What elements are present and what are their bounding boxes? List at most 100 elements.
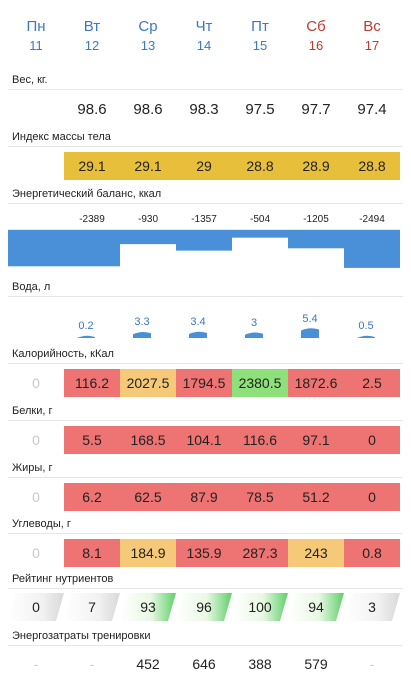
carbs-value: 0.8 — [344, 539, 400, 567]
water-value: 3 — [250, 316, 258, 329]
bmi-row: 29.1 29.1 29 28.8 28.9 28.8 — [8, 152, 400, 180]
weight-row: 98.6 98.6 98.3 97.5 97.7 97.4 — [8, 95, 400, 123]
energy-bar — [344, 230, 400, 268]
bmi-value: 29.1 — [120, 152, 176, 180]
calories-value: 2027.5 — [120, 369, 176, 397]
divider — [8, 203, 403, 204]
calories-label: Калорийность, кКал — [12, 348, 114, 360]
protein-value: 5.5 — [64, 426, 120, 454]
calories-value: 1872.6 — [288, 369, 344, 397]
carbs-value: 135.9 — [176, 539, 232, 567]
energy-bars — [8, 230, 400, 268]
energy-bar — [288, 230, 344, 249]
calories-value: 1794.5 — [176, 369, 232, 397]
fat-value: 0 — [32, 489, 40, 505]
water-label: Вода, л — [12, 281, 51, 293]
water-bar — [245, 332, 263, 338]
training-value: - — [369, 656, 375, 672]
energy-value: -1357 — [191, 213, 217, 225]
rating-cell-bg — [176, 593, 232, 621]
divider — [8, 363, 403, 364]
training-value: - — [89, 656, 95, 672]
protein-value: 168.5 — [120, 426, 176, 454]
rating-label: Рейтинг нутриентов — [12, 573, 114, 585]
day-header: Пн 11 Вт 12 Ср 13 Чт 14 Пт 15 Сб 16 Вс 17 — [0, 18, 411, 58]
day-column-sat[interactable]: Сб 16 — [288, 18, 344, 54]
protein-value: 0 — [344, 426, 400, 454]
weight-value: 98.6 — [77, 100, 107, 118]
energy-bar — [176, 230, 232, 251]
calories-value: 116.2 — [64, 369, 120, 397]
day-date: 17 — [364, 38, 380, 53]
fat-value: 87.9 — [176, 483, 232, 511]
fat-label: Жиры, г — [12, 462, 53, 474]
rating-cell-bg — [8, 593, 64, 621]
energy-bar — [120, 230, 176, 245]
fat-value: 0 — [344, 483, 400, 511]
day-date: 15 — [252, 38, 268, 53]
day-date: 14 — [196, 38, 212, 53]
energy-value: -2389 — [79, 213, 105, 225]
rating-cell-bg — [120, 593, 176, 621]
rating-value: 96 — [196, 599, 212, 615]
calories-value: 2.5 — [344, 369, 400, 397]
day-column-thu[interactable]: Чт 14 — [176, 18, 232, 54]
carbs-row: 0 8.1 184.9 135.9 287.3 243 0.8 — [8, 539, 400, 567]
day-date: 12 — [84, 38, 100, 53]
divider — [8, 645, 403, 646]
protein-label: Белки, г — [12, 405, 53, 417]
protein-value: 104.1 — [176, 426, 232, 454]
day-column-mon[interactable]: Пн 11 — [8, 18, 64, 54]
training-value: 388 — [248, 656, 272, 672]
water-bar — [189, 331, 207, 338]
day-date: 16 — [308, 38, 324, 53]
protein-value: 116.6 — [232, 426, 288, 454]
day-name: Сб — [306, 18, 326, 35]
weight-value: 97.4 — [357, 100, 387, 118]
energy-label: Энергетический баланс, ккал — [12, 188, 162, 200]
protein-value: 97.1 — [288, 426, 344, 454]
training-value: 579 — [304, 656, 328, 672]
energy-value: -930 — [137, 213, 158, 225]
bmi-value: 28.8 — [232, 152, 288, 180]
rating-value: 93 — [140, 599, 156, 615]
day-column-tue[interactable]: Вт 12 — [64, 18, 120, 54]
water-bar — [77, 335, 95, 338]
calories-value: 2380.5 — [232, 369, 288, 397]
day-column-wed[interactable]: Ср 13 — [120, 18, 176, 54]
fat-value: 62.5 — [120, 483, 176, 511]
day-column-sun[interactable]: Вс 17 — [344, 18, 400, 54]
rating-value: 0 — [32, 599, 40, 615]
water-bar — [301, 328, 319, 338]
carbs-value: 184.9 — [120, 539, 176, 567]
day-name: Пн — [26, 18, 46, 35]
rating-value: 94 — [308, 599, 324, 615]
divider — [8, 146, 403, 147]
energy-bar — [232, 230, 288, 238]
divider — [8, 588, 403, 589]
weight-value: 98.6 — [133, 100, 163, 118]
rating-cell-bg — [288, 593, 344, 621]
water-bars — [77, 328, 375, 338]
day-name: Пт — [251, 18, 269, 35]
divider — [8, 533, 403, 534]
weight-value: 97.5 — [245, 100, 275, 118]
water-bar — [357, 335, 375, 338]
carbs-value: 287.3 — [232, 539, 288, 567]
calories-row: 0 116.2 2027.5 1794.5 2380.5 1872.6 2.5 — [8, 369, 400, 397]
bmi-value: 29 — [176, 152, 232, 180]
rating-value: 7 — [88, 599, 96, 615]
training-value: 452 — [136, 656, 160, 672]
divider — [8, 477, 403, 478]
fat-row: 0 6.2 62.5 87.9 78.5 51.2 0 — [8, 483, 400, 511]
energy-value: -2494 — [359, 213, 385, 225]
energy-value: -1205 — [303, 213, 329, 225]
carbs-value: 243 — [288, 539, 344, 567]
rating-row: 0 7 93 96 100 94 3 — [8, 593, 400, 621]
rating-value: 100 — [248, 599, 272, 615]
carbs-label: Углеводы, г — [12, 518, 71, 530]
day-column-fri[interactable]: Пт 15 — [232, 18, 288, 54]
bmi-value: 28.8 — [344, 152, 400, 180]
day-name: Чт — [195, 18, 213, 35]
